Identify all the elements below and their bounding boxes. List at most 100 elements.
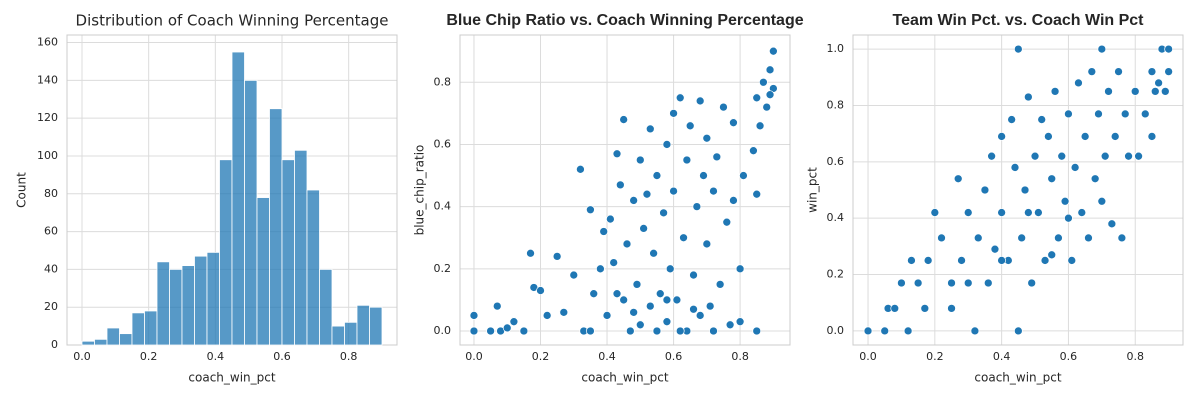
point: [665, 264, 675, 274]
point: [1037, 115, 1047, 124]
point: [569, 270, 579, 280]
point: [1064, 213, 1073, 223]
point: [1017, 233, 1027, 243]
point: [1080, 132, 1090, 141]
point: [619, 115, 629, 124]
point: [596, 264, 605, 274]
point: [1147, 67, 1157, 76]
point: [1087, 67, 1097, 76]
y-tick-label: 0.6: [434, 137, 452, 150]
bar: [194, 255, 208, 346]
bar: [356, 304, 370, 346]
bar: [206, 251, 220, 346]
point: [542, 311, 552, 320]
bar: [119, 333, 133, 346]
chart-title: Blue Chip Ratio vs. Coach Winning Percen…: [446, 12, 803, 29]
bar: [331, 325, 345, 346]
y-tick-label: 0.8: [434, 75, 452, 88]
point: [903, 326, 913, 336]
point: [752, 326, 762, 336]
point: [863, 326, 873, 336]
point: [632, 280, 642, 289]
point: [897, 278, 906, 288]
point: [722, 217, 732, 227]
x-tick-label: 0.4: [993, 350, 1011, 363]
point: [695, 96, 705, 106]
point: [1034, 208, 1043, 217]
point: [609, 258, 619, 267]
bar: [319, 268, 333, 346]
bar: [219, 159, 233, 346]
point: [1090, 174, 1100, 184]
point: [639, 224, 648, 233]
plot-frame: [852, 34, 1184, 346]
point: [880, 326, 890, 336]
bar: [281, 159, 295, 346]
point: [973, 233, 983, 243]
point: [662, 317, 672, 327]
point: [987, 151, 996, 161]
x-tick-label: 0.6: [665, 350, 683, 363]
chart-title: Team Win Pct. vs. Coach Win Pct: [892, 12, 1144, 29]
point: [947, 278, 956, 288]
point: [695, 311, 705, 320]
point: [1107, 219, 1117, 229]
bar: [81, 340, 95, 346]
point: [1047, 250, 1057, 260]
point: [752, 93, 762, 103]
point: [1104, 87, 1113, 96]
point: [606, 214, 615, 224]
point: [642, 189, 652, 199]
point: [1020, 185, 1030, 195]
point: [1097, 196, 1107, 206]
point: [502, 323, 512, 333]
bar: [144, 310, 158, 346]
point: [576, 164, 585, 174]
x-tick-label: 0.8: [1126, 350, 1144, 363]
point: [1094, 109, 1103, 119]
point: [589, 289, 599, 299]
point: [602, 311, 612, 320]
y-tick-label: 0.6: [827, 155, 845, 168]
y-axis-label: win_pct: [806, 167, 820, 213]
point: [679, 233, 688, 243]
point: [1140, 109, 1150, 119]
x-tick-label: 0.2: [926, 350, 944, 363]
point: [635, 155, 645, 165]
bar: [269, 108, 283, 346]
point: [612, 289, 622, 299]
x-tick-label: 0.8: [731, 350, 749, 363]
bar: [156, 261, 170, 346]
point: [755, 121, 765, 131]
point: [645, 124, 655, 134]
bar: [369, 306, 383, 346]
point: [629, 308, 638, 317]
point: [615, 180, 625, 190]
point: [913, 278, 923, 288]
x-tick-label: 0.4: [207, 350, 225, 363]
bar: [169, 268, 183, 346]
x-tick-label: 0.2: [532, 350, 550, 363]
x-axis-label: coach_win_pct: [581, 371, 668, 385]
point: [652, 326, 662, 336]
point: [699, 171, 708, 180]
point: [990, 244, 1000, 254]
x-axis-label: coach_win_pct: [974, 371, 1061, 385]
point: [705, 301, 715, 311]
point: [1130, 87, 1140, 96]
x-tick-label: 0.0: [465, 350, 483, 363]
point: [752, 189, 762, 199]
point: [930, 208, 940, 217]
x-tick-label: 0.6: [273, 350, 291, 363]
point: [559, 308, 569, 317]
point: [552, 252, 562, 261]
point: [1070, 163, 1080, 172]
point: [526, 248, 535, 258]
y-tick-label: 0: [51, 338, 58, 351]
point: [729, 196, 738, 205]
point: [947, 304, 956, 313]
point: [749, 146, 758, 156]
y-tick-label: 0.0: [827, 324, 845, 337]
bar: [94, 338, 108, 346]
point: [486, 326, 495, 336]
